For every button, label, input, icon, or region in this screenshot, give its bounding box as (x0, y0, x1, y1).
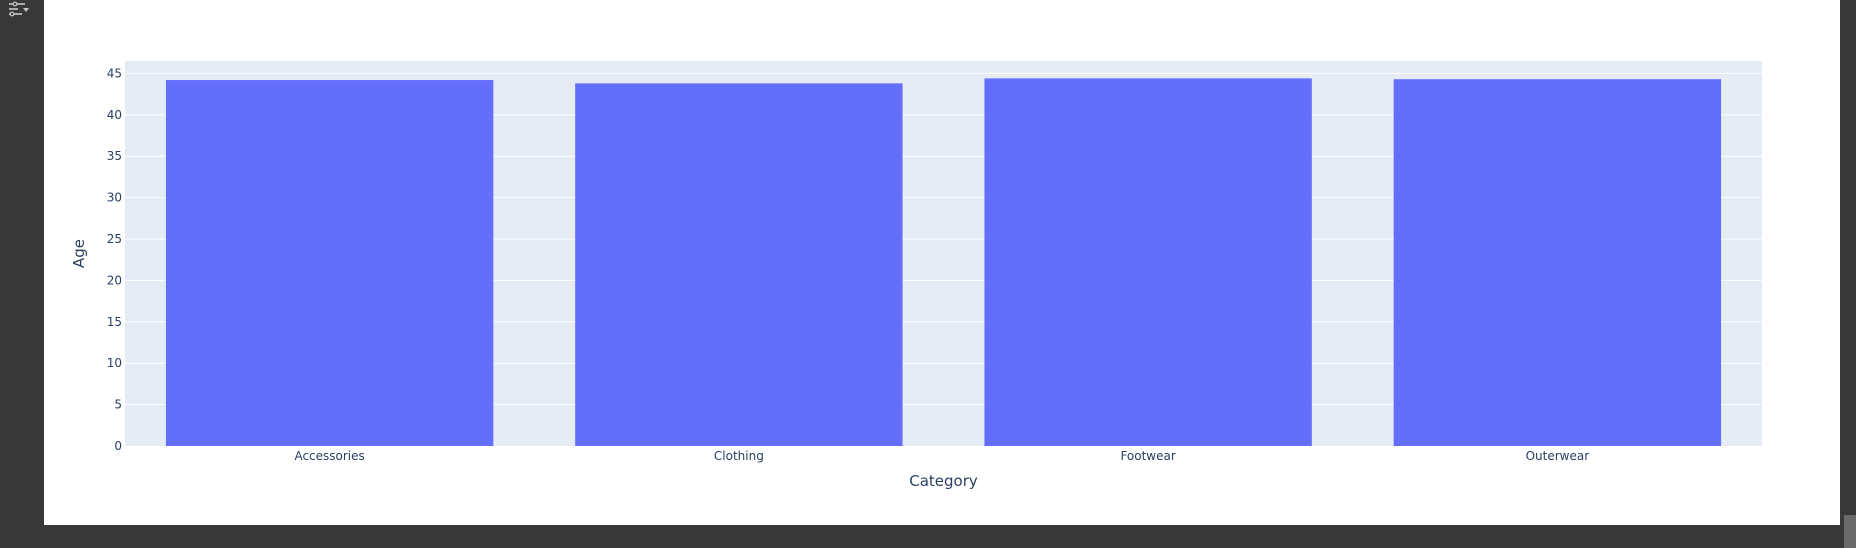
scrollbar-thumb[interactable] (1844, 515, 1856, 548)
x-axis-title: Category (909, 472, 978, 490)
y-tick-label: 5 (114, 398, 122, 412)
x-tick-label: Accessories (294, 449, 364, 463)
y-tick-label: 35 (107, 149, 122, 163)
y-axis-ticks: 0 5 10 15 20 25 30 35 40 45 (107, 66, 122, 453)
filter-settings-icon[interactable] (6, 0, 32, 20)
chart-panel: 0 5 10 15 20 25 30 35 40 45 Accessories Clothing Fo… (44, 0, 1840, 525)
y-axis-title: Age (70, 239, 88, 268)
x-tick-label: Clothing (714, 449, 764, 463)
y-tick-label: 25 (107, 232, 122, 246)
y-tick-label: 20 (107, 273, 122, 287)
x-tick-label: Outerwear (1526, 449, 1590, 463)
bar-footwear[interactable] (984, 78, 1312, 447)
bar-chart: 0 5 10 15 20 25 30 35 40 45 Accessories Clothing Fo… (70, 61, 1762, 490)
y-tick-label: 15 (107, 315, 122, 329)
y-tick-label: 45 (107, 66, 122, 80)
y-tick-label: 10 (107, 356, 122, 370)
bar-clothing[interactable] (575, 83, 903, 447)
bar-outerwear[interactable] (1393, 79, 1722, 446)
x-axis-ticks: Accessories Clothing Footwear Outerwear (294, 449, 1589, 463)
y-tick-label: 40 (107, 108, 122, 122)
y-tick-label: 30 (107, 191, 122, 205)
y-tick-label: 0 (114, 439, 122, 453)
bars (165, 78, 1722, 447)
bar-accessories[interactable] (165, 80, 494, 447)
x-tick-label: Footwear (1120, 449, 1175, 463)
